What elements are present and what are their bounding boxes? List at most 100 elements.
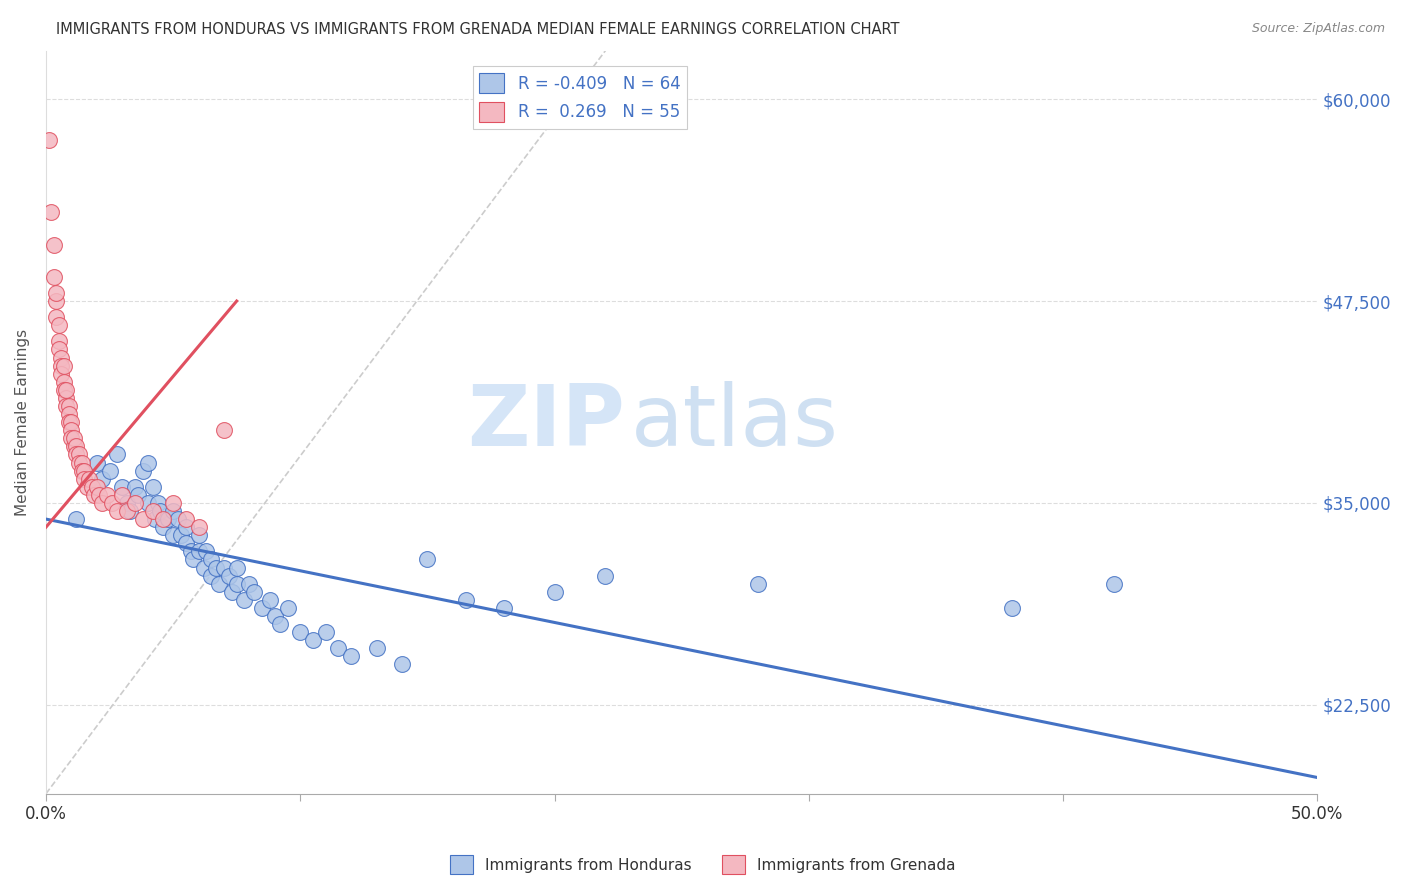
Point (225, 576, 247, 591)
Point (238, 576, 260, 591)
Point (48, 343, 70, 357)
Point (70, 456, 93, 470)
Legend: R = -0.409   N = 64, R =  0.269   N = 55: R = -0.409 N = 64, R = 0.269 N = 55 (472, 66, 688, 128)
Point (146, 496, 169, 510)
Point (170, 528, 193, 542)
Point (187, 520, 209, 534)
Point (290, 625, 312, 640)
Point (42, 237, 65, 252)
Point (117, 496, 139, 510)
Point (76, 480, 98, 494)
Point (221, 584, 243, 599)
Point (391, 657, 413, 672)
Point (48, 334, 70, 349)
Point (83, 488, 105, 502)
Point (73, 472, 96, 486)
Point (187, 528, 209, 542)
Point (193, 560, 215, 574)
Point (58, 399, 80, 413)
Point (233, 592, 256, 607)
Point (86, 480, 108, 494)
Point (42, 269, 65, 284)
Point (149, 504, 172, 518)
Point (157, 512, 180, 526)
Point (142, 504, 165, 518)
Point (200, 552, 222, 566)
Y-axis label: Median Female Earnings: Median Female Earnings (15, 328, 30, 516)
Point (77, 472, 100, 486)
Legend: Immigrants from Honduras, Immigrants from Grenada: Immigrants from Honduras, Immigrants fro… (444, 849, 962, 880)
Point (98, 464, 121, 478)
Point (127, 488, 149, 502)
Point (1001, 601, 1024, 615)
Point (90, 472, 112, 486)
Point (250, 601, 273, 615)
Point (96, 488, 118, 502)
Point (174, 536, 197, 550)
Point (162, 528, 184, 542)
Point (212, 423, 235, 437)
Point (60, 415, 83, 429)
Point (73, 464, 96, 478)
Point (89, 488, 111, 502)
Point (124, 480, 146, 494)
Point (174, 520, 197, 534)
Point (105, 448, 128, 462)
Point (38, 132, 60, 146)
Point (51, 359, 73, 373)
Point (58, 407, 80, 421)
Point (416, 552, 439, 566)
Point (60, 431, 83, 445)
Point (747, 576, 769, 591)
Point (48, 318, 70, 333)
Point (39, 205, 62, 219)
Point (259, 592, 281, 607)
Point (58, 415, 80, 429)
Point (86, 456, 108, 470)
Point (67, 456, 90, 470)
Point (65, 448, 87, 462)
Point (65, 439, 87, 453)
Point (105, 504, 128, 518)
Point (63, 439, 86, 453)
Point (595, 568, 617, 582)
Point (174, 512, 197, 526)
Point (55, 383, 77, 397)
Point (45, 285, 67, 300)
Point (52, 375, 75, 389)
Point (187, 544, 209, 558)
Point (67, 448, 90, 462)
Point (152, 520, 174, 534)
Point (45, 293, 67, 308)
Text: ZIP: ZIP (467, 381, 624, 464)
Point (65, 512, 87, 526)
Text: IMMIGRANTS FROM HONDURAS VS IMMIGRANTS FROM GRENADA MEDIAN FEMALE EARNINGS CORRE: IMMIGRANTS FROM HONDURAS VS IMMIGRANTS F… (56, 22, 900, 37)
Point (131, 464, 153, 478)
Point (55, 399, 77, 413)
Point (51, 367, 73, 381)
Point (101, 496, 124, 510)
Point (167, 512, 190, 526)
Point (543, 584, 565, 599)
Point (136, 456, 159, 470)
Point (492, 601, 515, 615)
Point (63, 431, 86, 445)
Point (70, 464, 93, 478)
Point (60, 423, 83, 437)
Point (48, 827, 70, 841)
Point (80, 480, 103, 494)
Point (328, 641, 350, 656)
Point (124, 496, 146, 510)
Point (45, 310, 67, 325)
Point (366, 641, 388, 656)
Point (117, 504, 139, 518)
Point (200, 568, 222, 582)
Text: Source: ZipAtlas.com: Source: ZipAtlas.com (1251, 22, 1385, 36)
Point (55, 391, 77, 405)
Point (52, 359, 75, 373)
Point (111, 480, 134, 494)
Point (269, 617, 291, 632)
Point (152, 512, 174, 526)
Point (111, 488, 134, 502)
Point (340, 649, 363, 664)
